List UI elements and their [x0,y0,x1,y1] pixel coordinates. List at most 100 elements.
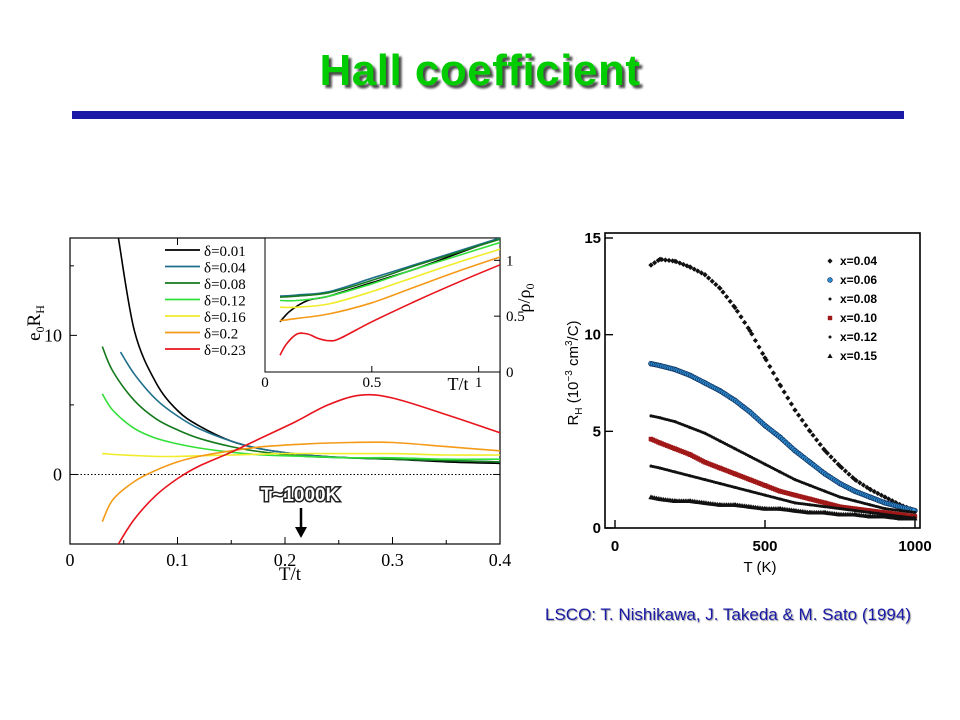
lsco-point-0 [724,294,730,300]
lsco-point-0 [850,474,856,481]
main-legend: δ=0.01δ=0.04δ=0.08δ=0.12δ=0.16δ=0.2δ=0.2… [165,244,246,359]
lsco-point-0 [814,437,820,443]
lsco-point-0 [760,350,766,357]
right-legend-label-4: x=0.12 [840,330,877,344]
lsco-point-0 [742,319,748,326]
inset-series-line-2 [279,238,500,298]
right-legend-marker-4 [828,335,832,339]
lsco-point-0 [781,389,787,395]
series-line-delta-5 [101,441,500,523]
lsco-point-0 [738,314,744,320]
inset-y-tick-label: 1 [506,253,514,269]
right-legend-marker-5 [827,353,833,358]
right-legend-label-0: x=0.04 [840,254,877,268]
inset-series-line-6 [279,264,500,356]
lsco-point-0 [857,480,863,486]
lsco-point-0 [720,289,726,295]
lsco-point-0 [648,262,654,268]
inset-y-axis-label: ρ/ρ0 [514,284,537,313]
right-y-tick-label: 5 [593,423,601,440]
lsco-point-5 [911,515,917,521]
lsco-point-0 [785,395,791,401]
right-legend-marker-3 [827,315,833,321]
lsco-point-0 [889,498,895,504]
inset-y-tick-label: 0 [506,365,514,381]
lsco-point-0 [893,500,899,506]
right-legend-label-1: x=0.06 [840,273,877,287]
inset-background [264,237,501,373]
legend-label-3: δ=0.12 [204,294,246,310]
right-x-tick-label: 0 [611,538,619,555]
inset-x-axis-label: T/t [448,374,469,394]
lsco-point-0 [799,417,805,423]
main-x-tick-label: 0.3 [381,550,404,570]
right-x-axis-label: T (K) [743,559,776,576]
right-plot-frame [604,232,921,529]
source-caption: LSCO: T. Nishikawa, J. Takeda & M. Sato … [545,605,911,624]
lsco-point-0 [882,494,888,500]
right-series-group [648,256,918,521]
inset-series-line-3 [279,241,500,302]
right-tick-labels: 0 500 1000 0 5 10 15 [584,230,931,555]
right-y-axis-label: RH (10−3 cm3/C) [564,320,585,425]
lsco-point-0 [706,275,712,281]
lsco-point-0 [788,401,794,407]
lsco-point-0 [846,471,852,477]
main-x-tick-label: 0.1 [166,550,189,570]
inset-x-tick-label: 0 [261,375,269,391]
lsco-point-0 [821,446,827,452]
right-x-tick-label: 1000 [898,538,931,555]
right-legend-label-5: x=0.15 [840,349,877,363]
inset-x-tick-label: 0.5 [362,375,381,391]
main-x-tick-label: 0.2 [274,550,297,570]
series-line-delta-4 [102,452,500,458]
lsco-point-0 [886,496,892,502]
main-x-axis-label: T/t [279,564,302,585]
lsco-point-0 [803,422,809,428]
lsco-hall-chart: 0 500 1000 0 5 10 15 T (K) RH (10−3 cm3/C) x=0… [564,230,932,576]
lsco-point-0 [824,450,830,456]
legend-label-4: δ=0.16 [204,310,246,326]
lsco-point-0 [828,454,834,460]
series-line-delta-2 [101,346,500,463]
lsco-point-0 [756,344,762,350]
main-y-axis-label: e0RH [24,305,47,341]
lsco-point-0 [727,298,733,305]
lsco-point-0 [709,278,715,284]
lsco-series-5 [648,494,918,521]
legend-label-6: δ=0.23 [204,343,246,359]
lsco-point-0 [770,370,776,376]
lsco-series-3 [648,436,918,519]
inset-tick-labels: 0 0.5 1 0 0.5 1 [261,253,525,391]
lsco-point-0 [875,490,881,496]
right-legend-marker-0 [827,258,833,264]
lsco-series-1 [648,360,918,514]
right-axis-ticks [605,237,916,529]
temperature-annotation: T~1000K [261,485,340,506]
lsco-series-2 [649,414,917,515]
lsco-point-0 [868,487,874,493]
right-legend-label-2: x=0.08 [840,292,877,306]
inset-series-line-1 [279,238,500,297]
lsco-point-2 [912,510,916,514]
inset-x-tick-label: 1 [475,375,483,391]
right-legend-marker-2 [828,297,832,301]
lsco-point-0 [767,363,773,370]
main-x-tick-label: 0 [66,550,75,570]
annotation-arrow-head [295,527,307,538]
right-legend-label-3: x=0.10 [840,311,877,325]
lsco-point-0 [702,272,708,278]
legend-label-2: δ=0.08 [204,277,246,293]
inset-y-tick-label: 0.5 [506,309,525,325]
right-x-tick-label: 500 [752,538,777,555]
lsco-point-0 [878,492,884,498]
lsco-point-0 [774,376,780,383]
lsco-point-0 [806,427,812,434]
lsco-point-0 [835,461,841,467]
series-line-delta-6 [117,393,500,544]
title-divider [72,111,904,119]
legend-label-5: δ=0.2 [204,327,238,343]
lsco-point-0 [792,407,798,413]
inset-series-line-5 [279,256,500,322]
